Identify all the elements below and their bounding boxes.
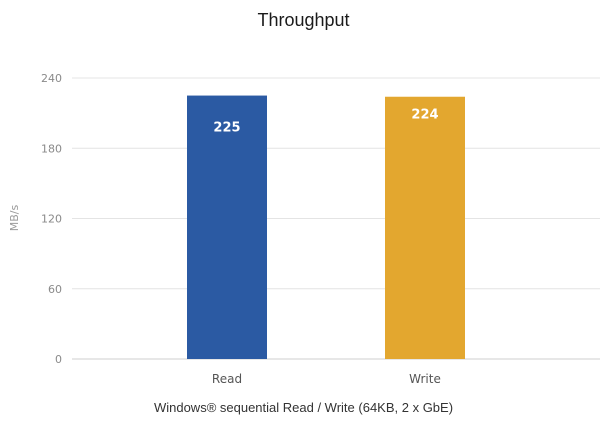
gridlines: [72, 77, 600, 360]
chart-caption: Windows® sequential Read / Write (64KB, …: [153, 400, 454, 415]
x-tick-label: Write: [409, 372, 441, 386]
y-tick-label: 120: [41, 213, 62, 226]
y-tick-label: 240: [41, 72, 62, 85]
bar-write: [385, 96, 465, 359]
chart-title: Throughput: [257, 10, 350, 30]
y-axis-ticks: 0 60 120 180 240: [41, 72, 62, 366]
bar-read: [187, 95, 267, 359]
y-tick-label: 60: [48, 283, 62, 296]
bars: 225 224: [187, 95, 465, 359]
y-tick-label: 0: [55, 353, 62, 366]
data-label: 225: [213, 121, 240, 136]
x-axis-ticks: Read Write: [212, 372, 441, 386]
y-tick-label: 180: [41, 142, 62, 155]
x-tick-label: Read: [212, 372, 242, 386]
data-label: 224: [411, 108, 438, 123]
y-axis-label: MB/s: [8, 204, 21, 231]
